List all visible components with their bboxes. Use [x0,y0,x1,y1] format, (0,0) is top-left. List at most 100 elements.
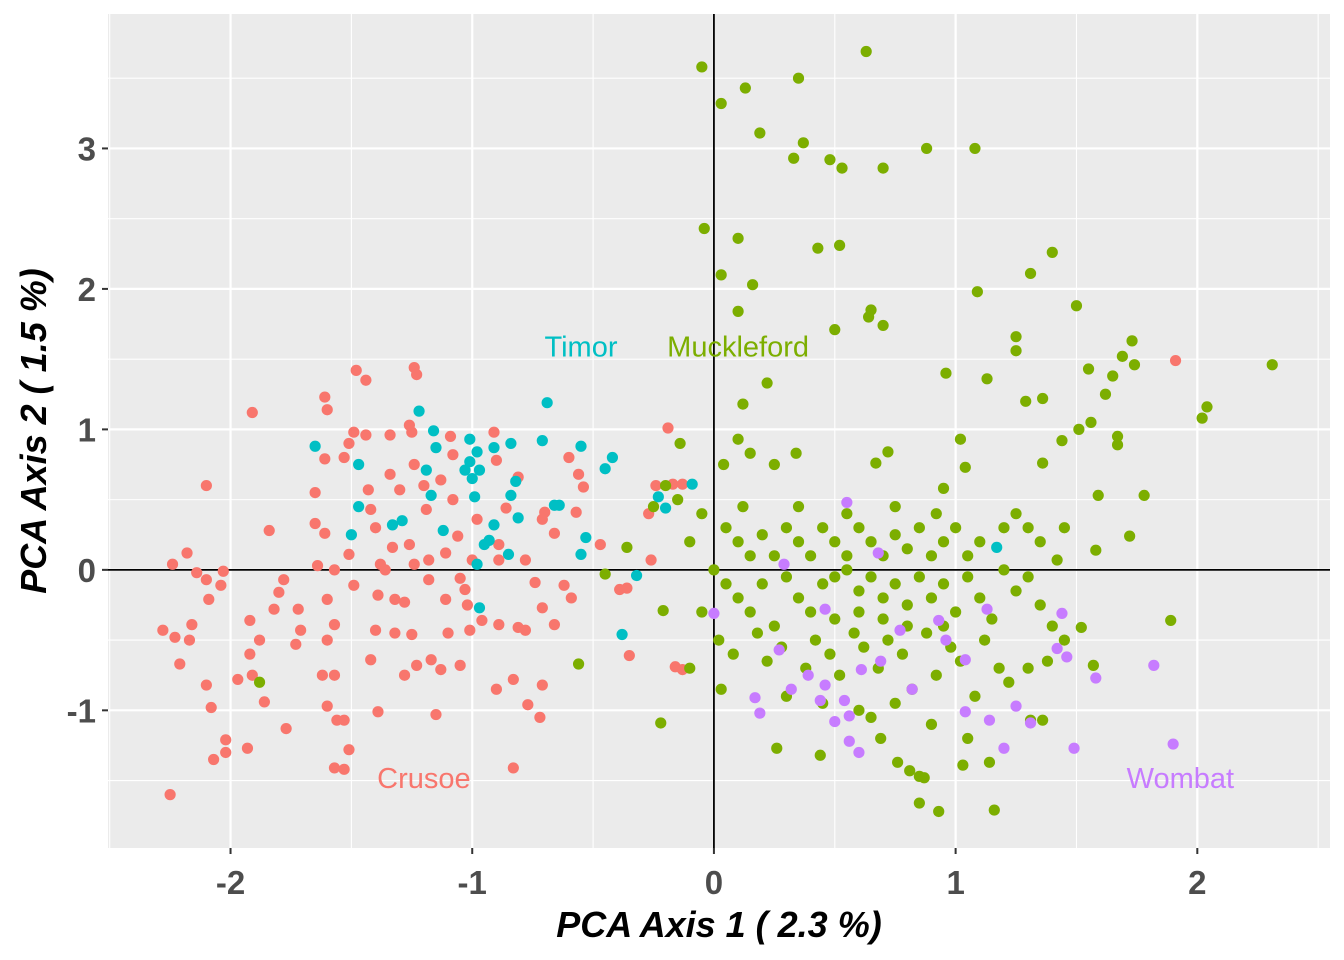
point-wombat [853,746,865,759]
point-crusoe [157,624,169,636]
x-tick-label: 2 [1188,864,1206,901]
point-wombat [814,694,826,707]
point-muckleford [981,373,993,385]
point-muckleford [732,232,744,244]
point-muckleford [979,634,991,646]
point-crusoe [493,619,505,631]
point-crusoe [343,548,355,561]
point-wombat [843,710,855,722]
point-crusoe [181,547,193,559]
point-muckleford [572,658,585,670]
point-crusoe [650,479,662,492]
point-muckleford [925,550,938,562]
point-timor [502,548,515,561]
point-wombat [983,714,996,726]
point-muckleford [1082,363,1095,375]
point-crusoe [408,458,420,471]
point-crusoe [369,522,382,534]
point-muckleford [792,72,805,84]
point-muckleford [253,676,266,688]
point-muckleford [1116,350,1128,362]
point-wombat [959,706,971,718]
point-muckleford [853,606,865,618]
point-crusoe [452,530,464,542]
point-muckleford [1010,331,1022,343]
point-muckleford [715,97,727,110]
point-muckleford [1010,508,1022,520]
point-muckleford [950,606,962,618]
point-muckleford [1126,335,1138,347]
point-muckleford [657,604,669,617]
point-wombat [998,742,1010,754]
point-muckleford [1111,430,1124,443]
point-crusoe [536,602,548,614]
point-muckleford [877,162,889,174]
point-muckleford [1037,457,1049,469]
point-crusoe [490,683,503,695]
y-tick-label: 3 [78,130,96,167]
point-crusoe [423,574,435,586]
point-wombat [959,654,971,666]
point-muckleford [962,571,974,583]
point-muckleford [732,305,744,317]
point-crusoe [563,451,575,464]
point-muckleford [715,683,727,695]
point-crusoe [536,513,548,525]
point-muckleford [993,662,1005,674]
point-muckleford [1099,388,1112,400]
point-crusoe [558,579,570,591]
point-muckleford [1034,536,1046,548]
point-crusoe [321,593,333,605]
point-muckleford [797,137,809,149]
point-muckleford [768,620,780,632]
point-muckleford [834,669,846,681]
point-wombat [1068,742,1080,754]
point-crusoe [338,451,350,464]
point-muckleford [918,772,930,784]
point-muckleford [848,627,860,639]
point-muckleford [1022,522,1034,534]
point-crusoe [423,554,435,566]
point-wombat [773,644,785,656]
point-muckleford [684,662,696,674]
point-muckleford [1051,554,1063,566]
point-muckleford [790,447,802,459]
point-muckleford [836,162,848,174]
point-muckleford [754,127,766,139]
point-crusoe [253,634,266,646]
point-crusoe [316,669,328,681]
point-crusoe [191,567,203,579]
point-muckleford [780,522,793,534]
point-wombat [838,694,851,707]
point-muckleford [824,154,836,166]
point-wombat [1051,642,1063,655]
point-crusoe [548,527,561,539]
y-tick-label: 2 [78,271,96,308]
point-timor [427,425,440,437]
point-crusoe [290,638,302,650]
point-muckleford [925,718,938,730]
point-crusoe [493,554,505,566]
point-crusoe [420,503,432,516]
point-wombat [1010,700,1022,712]
point-timor [512,512,524,524]
point-muckleford [962,732,974,745]
point-crusoe [295,624,307,636]
point-crusoe [444,430,457,443]
point-muckleford [865,536,877,548]
point-crusoe [174,658,186,670]
point-muckleford [875,732,887,745]
point-crusoe [464,624,476,636]
point-crusoe [309,517,321,530]
point-muckleford [720,578,732,590]
point-muckleford [913,797,925,809]
point-muckleford [727,648,739,660]
x-axis-title: PCA Axis 1 ( 2.3 %) [556,904,881,945]
point-muckleford [1124,530,1136,542]
point-crusoe [454,659,466,671]
point-timor [459,464,471,476]
point-muckleford [768,550,780,562]
point-muckleford [921,627,933,639]
point-crusoe [389,627,401,639]
point-crusoe [645,554,657,566]
